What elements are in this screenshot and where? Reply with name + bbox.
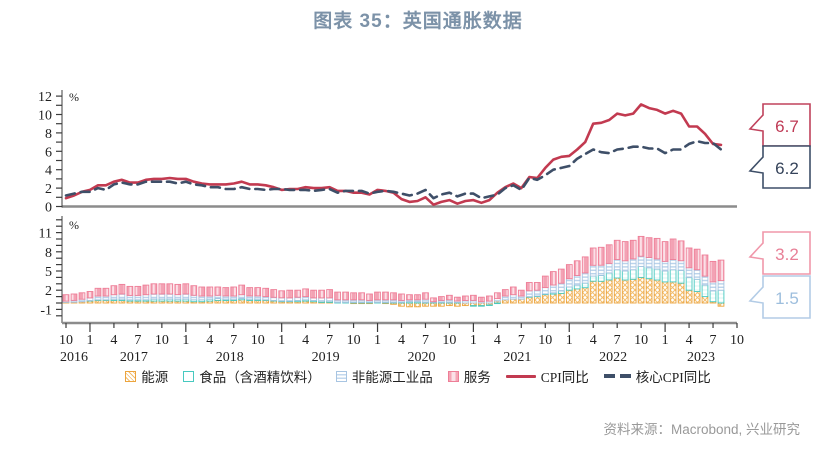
svg-text:7: 7 <box>710 333 717 348</box>
svg-text:4: 4 <box>398 333 405 348</box>
services-swatch-icon <box>447 370 459 382</box>
legend: 能源 食品（含酒精饮料） 非能源工业品 服务 CPI同比 核心CPI同比 <box>0 366 836 386</box>
dash-segment <box>619 374 631 378</box>
svg-text:4: 4 <box>590 333 597 348</box>
svg-text:8: 8 <box>45 127 52 142</box>
callout-core-cpi-label: 6.2 <box>775 159 799 178</box>
svg-text:4: 4 <box>45 164 52 179</box>
energy-swatch-icon <box>125 370 137 382</box>
callout-cpi-label: 6.7 <box>775 117 799 136</box>
svg-text:10: 10 <box>155 333 169 348</box>
legend-item-goods: 非能源工业品 <box>335 366 433 386</box>
svg-text:2017: 2017 <box>120 350 148 365</box>
bars-series-2 <box>62 255 725 304</box>
svg-text:7: 7 <box>134 333 141 348</box>
svg-text:-1: -1 <box>40 303 52 318</box>
svg-text:2: 2 <box>45 284 52 299</box>
svg-text:6: 6 <box>45 145 52 160</box>
svg-text:10: 10 <box>251 333 265 348</box>
callout-core-cpi-bubble <box>748 145 811 189</box>
dash-segment <box>603 374 615 378</box>
svg-text:5: 5 <box>45 265 52 280</box>
callout-services-last-value: 3.2 <box>748 231 811 275</box>
source-note: 资料来源：Macrobond, 兴业研究 <box>603 422 800 437</box>
bottom-panel: % <box>69 218 79 232</box>
svg-text:0: 0 <box>45 201 52 216</box>
svg-text:1: 1 <box>182 333 189 348</box>
svg-text:1: 1 <box>374 333 381 348</box>
core-cpi-line <box>64 139 723 200</box>
cpi-line-swatch-icon <box>505 374 536 378</box>
x-axis: 10 1 4 7 10 1 4 7 10 1 4 7 10 1 4 7 10 1 4 7 10 1 4 7 10 1 4 7 10 201… <box>59 321 744 365</box>
top-panel-y-axis: 0 2 4 6 8 10 12 <box>38 90 63 216</box>
svg-text:7: 7 <box>614 333 621 348</box>
svg-text:1: 1 <box>662 333 669 348</box>
svg-text:2018: 2018 <box>216 350 244 365</box>
callout-services-bubble <box>748 231 811 275</box>
svg-text:12: 12 <box>38 90 52 105</box>
svg-text:2022: 2022 <box>599 350 627 365</box>
legend-label-cpi: CPI同比 <box>540 370 589 385</box>
goods-swatch-icon <box>335 370 347 382</box>
legend-label-core-cpi: 核心CPI同比 <box>635 370 711 385</box>
callout-goods-last-value: 1.5 <box>748 275 811 319</box>
legend-item-services: 服务 <box>447 366 491 386</box>
legend-label-goods: 非能源工业品 <box>351 370 433 385</box>
svg-text:10: 10 <box>38 109 52 124</box>
svg-text:%: % <box>69 90 79 104</box>
svg-text:1: 1 <box>86 333 93 348</box>
svg-text:10: 10 <box>59 333 73 348</box>
callout-core-cpi-last-value: 6.2 <box>748 145 811 189</box>
svg-text:4: 4 <box>302 333 309 348</box>
legend-item-food: 食品（含酒精饮料） <box>183 366 321 386</box>
svg-text:%: % <box>69 218 79 232</box>
callout-services-label: 3.2 <box>775 245 799 264</box>
legend-label-food: 食品（含酒精饮料） <box>199 370 321 385</box>
svg-text:10: 10 <box>442 333 456 348</box>
legend-item-energy: 能源 <box>125 366 168 386</box>
svg-text:7: 7 <box>230 333 237 348</box>
svg-text:7: 7 <box>518 333 525 348</box>
legend-item-cpi: CPI同比 <box>505 366 589 386</box>
svg-text:2020: 2020 <box>407 350 435 365</box>
chart-title: 图表 35：英国通胀数据 <box>313 11 523 32</box>
svg-text:8: 8 <box>45 246 52 261</box>
svg-text:7: 7 <box>326 333 333 348</box>
svg-text:1: 1 <box>566 333 573 348</box>
svg-text:4: 4 <box>206 333 213 348</box>
bars-series-3 <box>62 235 725 303</box>
svg-text:7: 7 <box>422 333 429 348</box>
svg-text:10: 10 <box>730 333 744 348</box>
svg-text:1: 1 <box>278 333 285 348</box>
legend-label-energy: 能源 <box>141 370 169 385</box>
svg-text:11: 11 <box>39 227 52 242</box>
top-panel: % <box>62 90 737 208</box>
svg-text:10: 10 <box>634 333 648 348</box>
svg-text:2021: 2021 <box>503 350 531 365</box>
callout-goods-label: 1.5 <box>775 289 799 308</box>
svg-text:2019: 2019 <box>312 350 340 365</box>
legend-label-services: 服务 <box>463 370 491 385</box>
callout-goods-bubble <box>748 275 811 319</box>
legend-item-core-cpi: 核心CPI同比 <box>603 366 711 386</box>
svg-text:4: 4 <box>686 333 693 348</box>
svg-text:2016: 2016 <box>60 350 88 365</box>
svg-text:2: 2 <box>45 182 52 197</box>
svg-text:1: 1 <box>470 333 477 348</box>
svg-text:10: 10 <box>538 333 552 348</box>
callout-cpi-last-value: 6.7 <box>748 103 811 147</box>
svg-text:4: 4 <box>494 333 501 348</box>
core-cpi-line-swatch-icon <box>603 374 631 378</box>
cpi-line <box>64 103 723 206</box>
svg-text:4: 4 <box>110 333 117 348</box>
bottom-panel-y-axis: -1 2 5 8 11 <box>39 216 63 323</box>
food-swatch-icon <box>183 370 195 382</box>
svg-text:10: 10 <box>347 333 361 348</box>
svg-text:2023: 2023 <box>687 350 715 365</box>
